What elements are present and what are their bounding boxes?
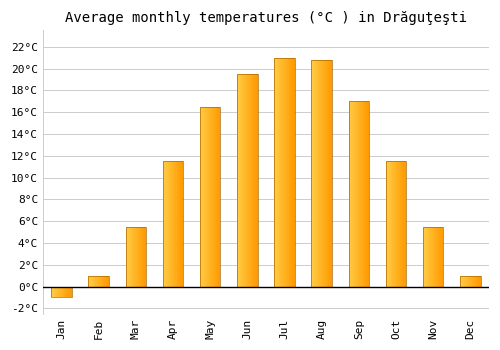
- Bar: [460, 276, 480, 287]
- Bar: [200, 107, 220, 287]
- Bar: [52, 287, 72, 298]
- Title: Average monthly temperatures (°C ) in Drăguţeşti: Average monthly temperatures (°C ) in Dr…: [65, 11, 467, 25]
- Bar: [274, 58, 294, 287]
- Bar: [348, 101, 369, 287]
- Bar: [126, 226, 146, 287]
- Bar: [386, 161, 406, 287]
- Bar: [312, 60, 332, 287]
- Bar: [88, 276, 109, 287]
- Bar: [163, 161, 184, 287]
- Bar: [423, 226, 444, 287]
- Bar: [237, 74, 258, 287]
